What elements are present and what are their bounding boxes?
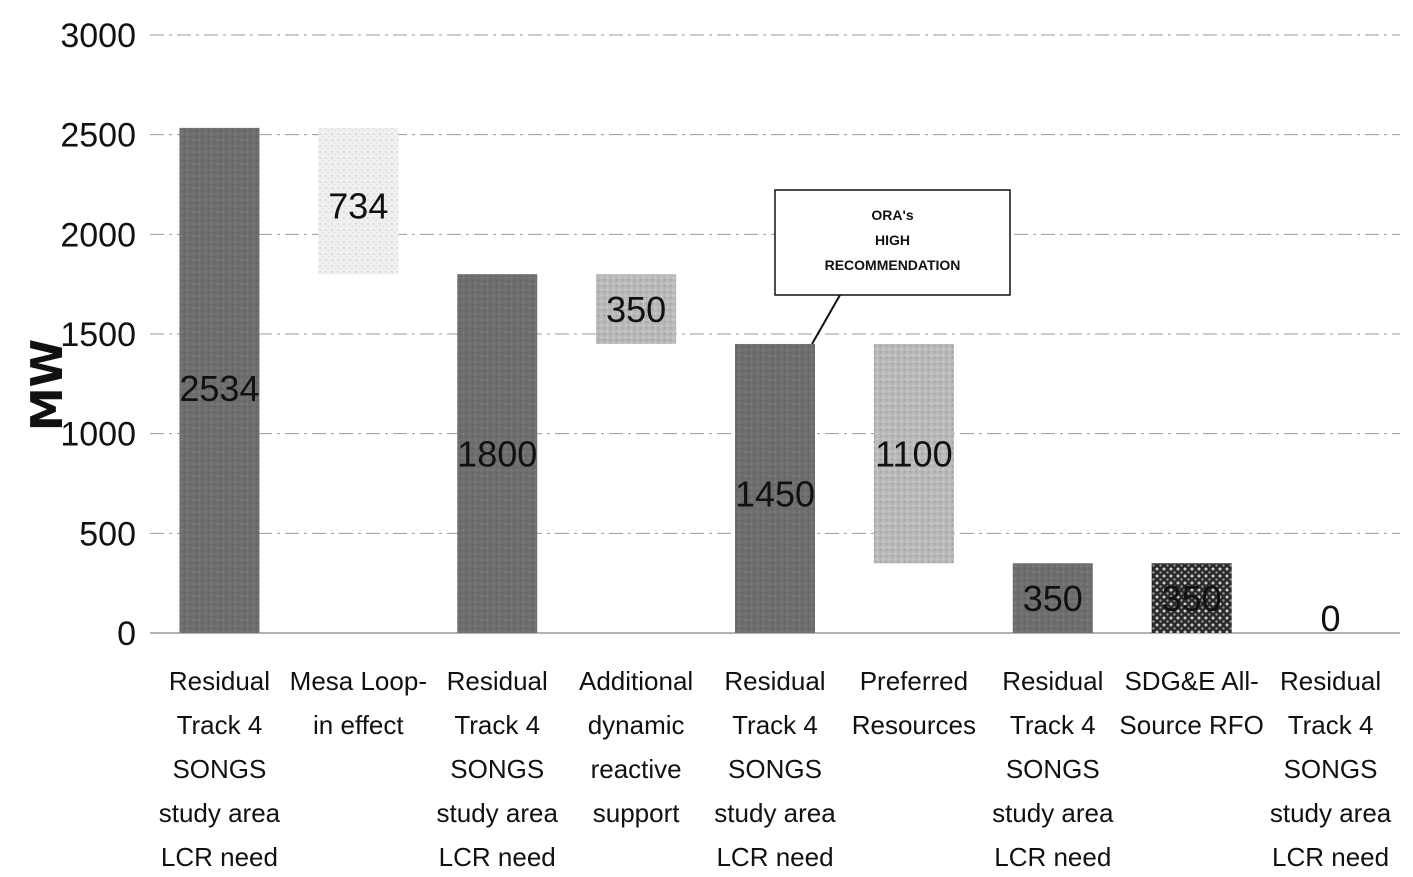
bar-value-label: 350 xyxy=(1023,578,1083,619)
bar xyxy=(1012,563,1093,633)
value-labels: 2534 734 1800 350 1450 1100 350 350 0 xyxy=(179,185,1340,639)
y-tick-label: 1500 xyxy=(60,316,136,354)
x-category-label: Residual Track 4 SONGS study area LCR need xyxy=(714,666,836,872)
x-category-line: study area xyxy=(1270,798,1392,828)
x-category-line: SONGS xyxy=(1006,754,1100,784)
bar-value-label: 1450 xyxy=(735,473,815,514)
x-category-line: study area xyxy=(992,798,1114,828)
x-category-line: Track 4 xyxy=(732,710,818,740)
bar xyxy=(1151,563,1232,633)
x-category-line: Residual xyxy=(447,666,548,696)
x-category-label: Additional dynamic reactive support xyxy=(579,666,693,828)
bar xyxy=(735,343,815,633)
x-category-line: Residual xyxy=(1280,666,1381,696)
x-category-label: SDG&E All- Source RFO xyxy=(1119,666,1264,740)
y-axis: 0 500 1000 1500 2000 2500 3000 MW xyxy=(22,17,136,653)
x-category-line: dynamic xyxy=(588,710,685,740)
x-axis-categories: Residual Track 4 SONGS study area LCR need Me… xyxy=(159,666,1392,872)
bar xyxy=(318,127,399,275)
bar-value-label: 2534 xyxy=(179,368,259,409)
y-tick-label: 1000 xyxy=(60,416,136,454)
x-category-line: Residual xyxy=(1002,666,1103,696)
bar-value-label: 734 xyxy=(328,185,388,226)
x-category-label: Residual Track 4 SONGS study area LCR need xyxy=(1270,666,1392,872)
bar-value-label: 1100 xyxy=(875,434,952,475)
x-category-line: support xyxy=(593,798,680,828)
bar xyxy=(179,127,260,633)
x-category-line: reactive xyxy=(591,754,682,784)
x-category-line: LCR need xyxy=(1272,842,1389,872)
callout-text: HIGH xyxy=(875,232,910,248)
x-category-label: Residual Track 4 SONGS study area LCR need xyxy=(159,666,281,872)
x-category-line: study area xyxy=(159,798,281,828)
bars xyxy=(179,127,1232,633)
bar xyxy=(457,274,538,633)
bar-value-label: 0 xyxy=(1321,598,1341,639)
bar xyxy=(596,274,677,344)
x-category-line: Track 4 xyxy=(1010,710,1096,740)
x-category-line: study area xyxy=(437,798,559,828)
x-category-line: Additional xyxy=(579,666,693,696)
x-category-line: SONGS xyxy=(728,754,822,784)
y-axis-title: MW xyxy=(22,339,73,431)
bar-value-label: 350 xyxy=(1162,578,1222,619)
x-category-line: study area xyxy=(714,798,836,828)
y-tick-label: 500 xyxy=(79,515,136,553)
bar-value-label: 350 xyxy=(606,289,666,330)
callout-text: ORA's xyxy=(871,207,913,223)
x-category-line: LCR need xyxy=(161,842,278,872)
x-category-line: Preferred xyxy=(860,666,968,696)
x-category-line: Residual xyxy=(169,666,270,696)
x-category-line: LCR need xyxy=(439,842,556,872)
y-tick-label: 3000 xyxy=(60,17,136,55)
x-category-line: Track 4 xyxy=(177,710,263,740)
x-category-label: Preferred Resources xyxy=(852,666,976,740)
callout-text: RECOMMENDATION xyxy=(825,257,961,273)
x-category-line: Residual xyxy=(724,666,825,696)
bar-value-label: 1800 xyxy=(457,434,537,475)
x-category-line: SONGS xyxy=(172,754,266,784)
callout-box xyxy=(774,189,1011,296)
x-category-line: Source RFO xyxy=(1119,710,1264,740)
x-category-line: LCR need xyxy=(994,842,1111,872)
x-category-label: Residual Track 4 SONGS study area LCR need xyxy=(992,666,1114,872)
x-category-line: Mesa Loop- xyxy=(290,666,427,696)
x-category-line: SONGS xyxy=(450,754,544,784)
y-tick-label: 2500 xyxy=(60,117,136,155)
x-category-line: in effect xyxy=(313,710,404,740)
callout-pointer xyxy=(811,294,841,345)
x-category-line: Track 4 xyxy=(1288,710,1374,740)
x-category-line: Resources xyxy=(852,710,976,740)
x-category-line: SDG&E All- xyxy=(1124,666,1258,696)
y-tick-label: 0 xyxy=(117,615,136,653)
x-category-label: Mesa Loop-in effect xyxy=(290,666,427,740)
bar xyxy=(873,343,954,564)
x-category-line: Track 4 xyxy=(454,710,540,740)
x-category-label: Residual Track 4 SONGS study area LCR need xyxy=(437,666,559,872)
y-tick-label: 2000 xyxy=(60,216,136,254)
x-category-line: LCR need xyxy=(716,842,833,872)
x-category-line: SONGS xyxy=(1284,754,1378,784)
callout: ORA's HIGH RECOMMENDATION xyxy=(774,189,1011,345)
